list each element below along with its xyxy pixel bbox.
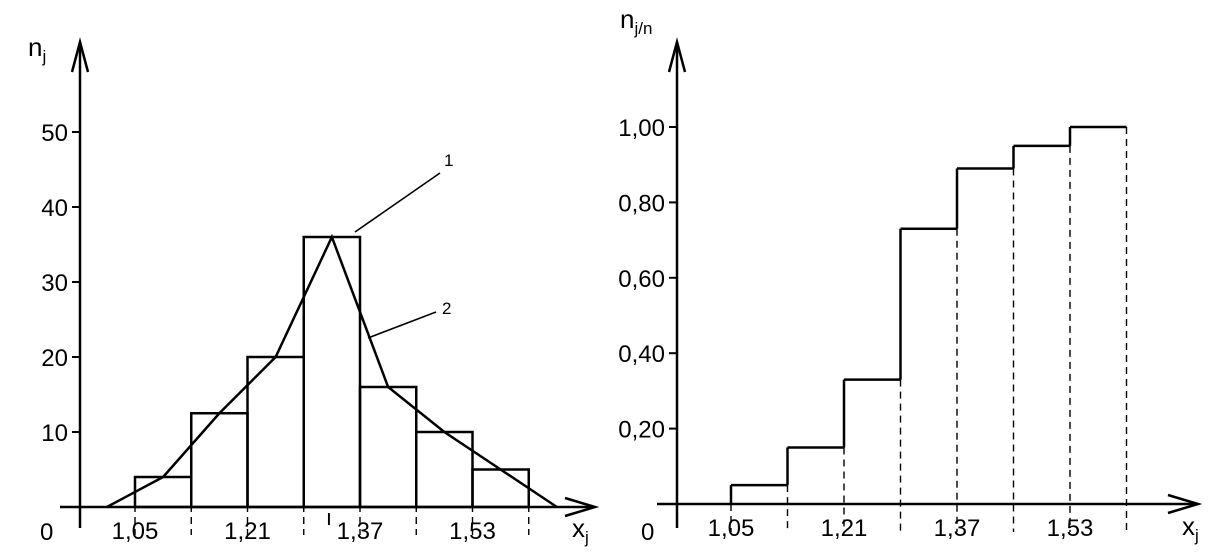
step-dashes (730, 127, 1128, 532)
y-tick-label: 0,80 (618, 190, 665, 217)
histogram-bar (246, 355, 305, 509)
y-tick-label: 1,00 (618, 115, 665, 142)
mean-marker-label: ı (326, 505, 332, 530)
annotation-leader-1 (354, 172, 441, 233)
histogram-bar (415, 430, 474, 509)
y-tick-label: 20 (41, 345, 68, 372)
origin-label: 0 (641, 519, 654, 546)
bin-dashes (134, 505, 530, 535)
y-ticks: 10 20 30 40 50 (41, 120, 80, 447)
origin-label: 0 (40, 519, 53, 546)
y-tick-label: 0,20 (618, 417, 665, 444)
y-tick-label: 40 (41, 195, 68, 222)
x-axis-label: xj (1182, 511, 1199, 545)
annotation-1: 1 (444, 151, 453, 170)
histogram-bars (133, 235, 530, 509)
cumulative-steps (729, 125, 1127, 504)
x-tick-label: 1,21 (821, 515, 868, 542)
y-tick-label: 0,40 (618, 341, 665, 368)
cumulative-chart: nj/n xj 0 0,200,400,600,801,00 1,05 1,21 1… (618, 4, 1203, 546)
histogram-bar (133, 475, 193, 509)
annotation-leader-2 (367, 311, 437, 339)
histogram-bar (358, 385, 418, 509)
x-axis-arrow (1167, 493, 1203, 515)
y-tick-label: 30 (41, 270, 68, 297)
x-axis-arrow (564, 496, 600, 518)
y-axis-arrow (70, 37, 90, 73)
y-axis-label: nj/n (620, 4, 652, 38)
y-ticks: 0,20 0,40 0,60 0,80 1,00 (618, 115, 677, 444)
mean-marker: ı (326, 505, 332, 530)
annotation-2: 2 (442, 299, 451, 318)
y-tick-label: 0,60 (618, 266, 665, 293)
y-axis-label: nj (28, 32, 46, 66)
histogram-bar (190, 412, 249, 509)
x-axis-label: xj (572, 513, 589, 547)
histogram-bar (471, 468, 530, 509)
frequency-polygon (106, 233, 558, 509)
y-axis-arrow (667, 37, 687, 73)
y-tick-label: 50 (41, 120, 68, 147)
y-tick-label: 10 (41, 420, 68, 447)
